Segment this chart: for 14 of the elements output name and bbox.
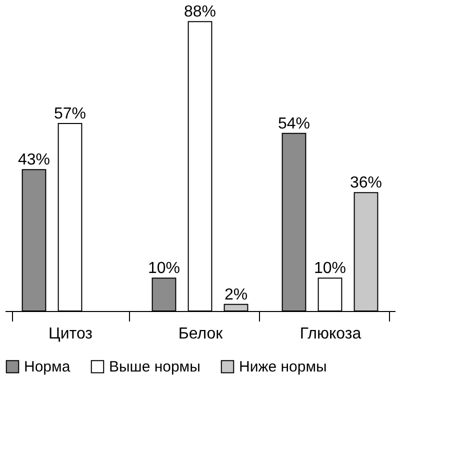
data-label: 54% bbox=[278, 115, 310, 132]
data-label: 88% bbox=[184, 4, 216, 21]
x-tick-label: Глюкоза bbox=[300, 326, 362, 342]
data-label: 2% bbox=[224, 286, 248, 304]
data-label: 36% bbox=[350, 174, 382, 192]
x-tick-label: Белок bbox=[178, 326, 224, 342]
x-tick-label: Цитоз bbox=[48, 326, 92, 342]
data-label: 10% bbox=[148, 260, 180, 278]
data-label: 43% bbox=[18, 152, 50, 169]
legend-label: Выше нормы bbox=[109, 358, 200, 376]
data-label: 57% bbox=[54, 106, 86, 123]
legend-label: Ниже нормы bbox=[239, 358, 327, 376]
data-label: 10% bbox=[314, 260, 346, 278]
legend-label: Норма bbox=[24, 358, 71, 376]
